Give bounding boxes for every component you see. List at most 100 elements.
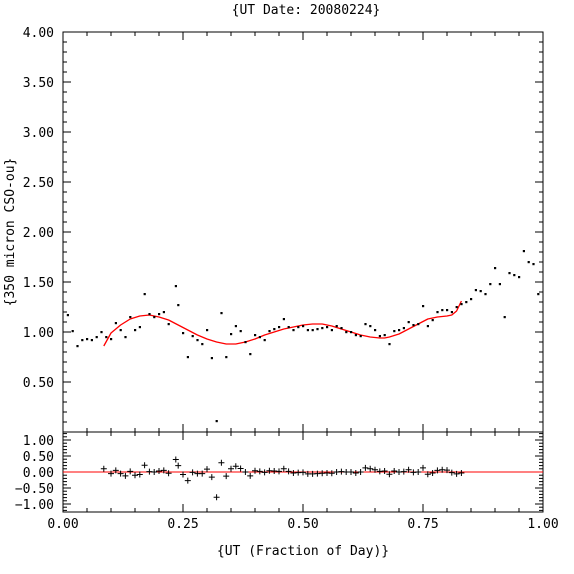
data-point [124, 336, 127, 339]
residual-point [391, 468, 398, 475]
residual-point [367, 465, 374, 472]
residual-point [172, 456, 179, 463]
residual-point [213, 494, 220, 501]
data-point [479, 290, 482, 293]
top-xticks [62, 32, 544, 432]
data-point [402, 327, 405, 330]
residual-point [400, 468, 407, 475]
x-tick-label: 0.00 [47, 517, 78, 532]
residual-point [136, 471, 143, 478]
data-point [134, 329, 137, 332]
data-point [263, 339, 266, 342]
data-point [393, 330, 396, 333]
data-point [374, 329, 377, 332]
data-point [191, 335, 194, 338]
y-tick-label: 1.50 [23, 276, 54, 291]
residual-panel: −1.00−0.500.000.501.00 0.00 0.25 0.50 0.75 1… [15, 431, 559, 559]
residual-point [232, 463, 239, 470]
y-tick-label: 4.00 [23, 26, 54, 41]
residual-point [132, 472, 138, 479]
data-point [503, 316, 506, 319]
data-point [182, 332, 185, 335]
data-point [215, 420, 218, 423]
data-point [86, 338, 89, 341]
residual-point [228, 465, 234, 472]
residual-point [300, 469, 306, 476]
data-point [196, 339, 199, 342]
residual-point [372, 466, 378, 473]
residual-point [357, 469, 364, 475]
data-point [81, 339, 84, 342]
data-point [167, 323, 170, 326]
data-point [273, 328, 276, 331]
data-point [422, 305, 425, 308]
residual-y-tick-label: 0.00 [23, 466, 54, 481]
data-point [186, 356, 189, 359]
data-point [484, 293, 487, 296]
data-point [105, 336, 108, 339]
residual-point [204, 466, 210, 473]
x-tick-label: 0.50 [287, 517, 318, 532]
x-axis-label: {UT (Fraction of Day)} [217, 544, 389, 559]
fit-curve-group [103, 300, 462, 347]
data-point [450, 311, 453, 314]
residual-point [448, 469, 455, 476]
data-point [71, 330, 74, 333]
data-point [460, 303, 463, 306]
top-yticks: 0.50 1.00 1.50 2.00 2.50 3.00 3.50 4.00 [23, 26, 543, 423]
data-point [498, 283, 501, 286]
residual-point [247, 472, 254, 479]
data-point [282, 318, 285, 321]
data-point [138, 326, 141, 329]
data-point [407, 321, 410, 324]
data-point [426, 325, 429, 328]
y-tick-label: 2.50 [23, 176, 54, 191]
data-point [244, 341, 247, 344]
data-point [158, 313, 161, 316]
residual-point [276, 468, 282, 475]
top-panel: 0.50 1.00 1.50 2.00 2.50 3.00 3.50 4.00 {350 mi… [3, 26, 544, 433]
data-point [470, 298, 473, 301]
data-point [100, 331, 103, 334]
y-tick-label: 0.50 [23, 376, 54, 391]
residual-y-tick-label: 0.50 [23, 450, 54, 465]
data-point [340, 327, 343, 330]
residual-point [165, 470, 172, 477]
residual-point [285, 468, 292, 475]
data-point [326, 326, 329, 329]
data-point [230, 333, 233, 336]
residual-point [444, 467, 450, 474]
residual-yticks: −1.00−0.500.000.501.00 [15, 433, 543, 513]
residual-point [420, 464, 426, 471]
residual-point [237, 465, 244, 472]
data-point [431, 319, 434, 322]
data-point [110, 338, 113, 341]
residual-point [189, 469, 196, 476]
fit-curve [103, 300, 462, 347]
residual-point [112, 467, 119, 474]
residual-point [280, 465, 287, 472]
residual-y-tick-label: −1.00 [15, 498, 54, 513]
data-point [364, 323, 367, 326]
residual-point [108, 470, 114, 477]
data-point [350, 331, 353, 334]
data-point [143, 293, 146, 296]
data-point [90, 339, 93, 342]
data-point [306, 329, 309, 332]
data-point [441, 309, 444, 312]
data-point [311, 329, 314, 332]
data-point [239, 330, 242, 333]
data-point [174, 285, 177, 288]
data-point [220, 312, 223, 315]
residual-point [184, 477, 191, 484]
data-point [95, 336, 98, 339]
residual-points-group [100, 456, 465, 501]
data-point [249, 353, 252, 356]
residual-point [180, 471, 186, 478]
y-tick-label: 1.00 [23, 326, 54, 341]
data-point [316, 328, 319, 331]
data-point [206, 329, 209, 332]
x-tick-label: 0.75 [407, 517, 438, 532]
residual-point [458, 469, 465, 476]
